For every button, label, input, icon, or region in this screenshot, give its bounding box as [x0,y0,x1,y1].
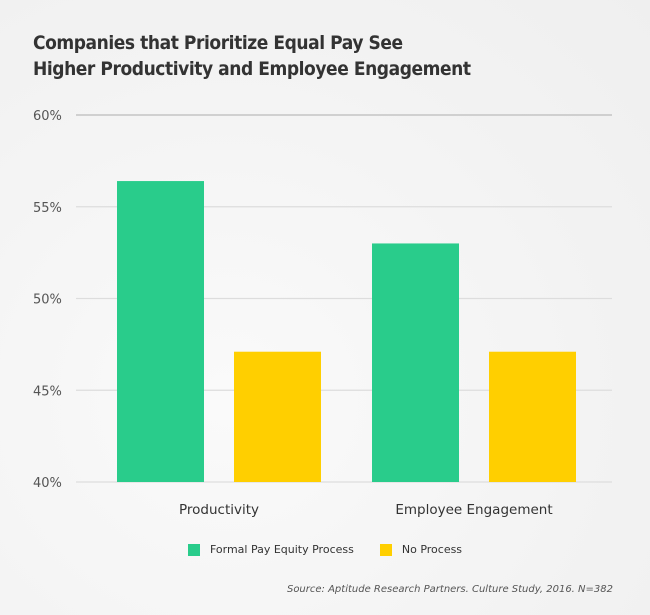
title-line-2: Higher Productivity and Employee Engagem… [33,58,471,80]
y-tick-label: 60% [33,109,62,124]
x-category-label: Productivity [179,502,259,518]
bar-formal [372,243,459,482]
source-note: Source: Aptitude Research Partners. Cult… [286,584,613,595]
legend-swatch-no-process [379,543,392,556]
y-tick-label: 55% [33,201,62,216]
y-tick-label: 40% [33,476,62,491]
legend-label-no-process: No Process [401,543,463,556]
y-tick-label: 50% [33,293,62,308]
chart-title: Companies that Prioritize Equal Pay See … [33,30,471,82]
legend: Formal Pay Equity Process No Process [0,543,650,556]
legend-item-formal: Formal Pay Equity Process [187,543,354,556]
bar-no-process [489,351,576,482]
bar-formal [117,181,204,482]
legend-swatch-formal [187,543,200,556]
legend-item-no-process: No Process [379,543,463,556]
legend-label-formal: Formal Pay Equity Process [209,543,354,556]
x-category-label: Employee Engagement [395,502,552,518]
y-tick-label: 45% [33,384,62,399]
bar-no-process [234,351,321,482]
title-line-1: Companies that Prioritize Equal Pay See [33,32,403,54]
